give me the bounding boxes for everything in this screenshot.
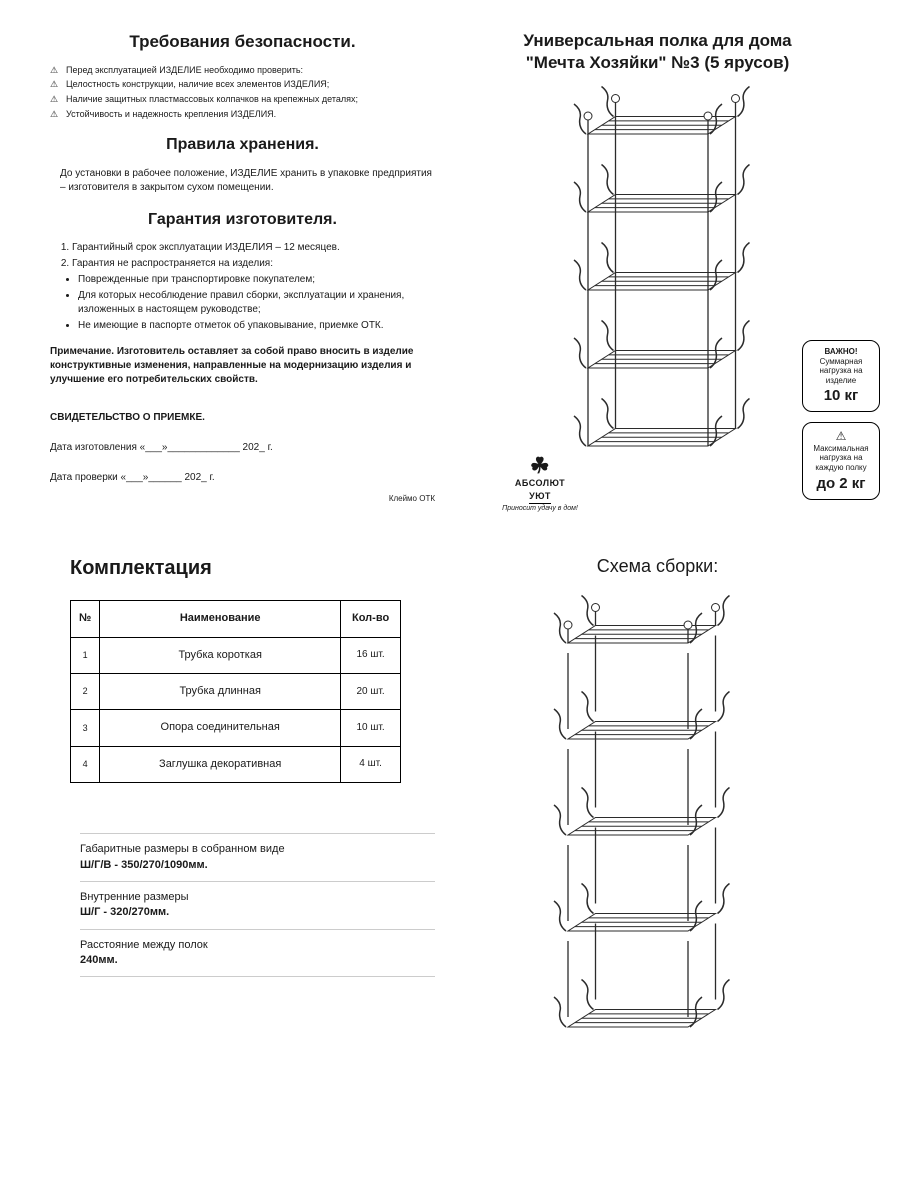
clover-icon: ☘ (485, 455, 595, 477)
table-row: 1Трубка короткая16 шт. (71, 637, 401, 673)
shelf-exploded-diagram (528, 593, 788, 1073)
callout-per: ⚠ Максимальная нагрузка на каждую полку … (802, 422, 880, 499)
table-row: 2Трубка длинная20 шт. (71, 673, 401, 709)
load-callouts: ВАЖНО! Суммарная нагрузка на изделие 10 … (802, 340, 880, 500)
warranty-item: Гарантия не распространяется на изделия: (72, 257, 435, 271)
table-row: 3Опора соединительная10 шт. (71, 710, 401, 746)
cell-name: Заглушка декоративная (100, 746, 341, 782)
warning-icon: ⚠ (811, 429, 871, 443)
warranty-title: Гарантия изготовителя. (50, 209, 435, 231)
brand-slogan: Приносит удачу в дом! (485, 504, 595, 514)
callout-per-text: Максимальная нагрузка на каждую полку (813, 444, 868, 472)
shelf-assembled-diagram (548, 84, 768, 504)
callout-total-value: 10 кг (811, 387, 871, 405)
table-row: 4Заглушка декоративная4 шт. (71, 746, 401, 782)
warranty-item: Гарантийный срок эксплуатации ИЗДЕЛИЯ – … (72, 241, 435, 255)
dim-inner-label: Внутренние размеры (80, 890, 435, 905)
warranty-subitem: Поврежденные при транспортировке покупат… (78, 273, 435, 287)
callout-total: ВАЖНО! Суммарная нагрузка на изделие 10 … (802, 340, 880, 412)
dim-gap-label: Расстояние между полок (80, 938, 435, 953)
parts-title: Комплектация (70, 554, 435, 582)
warranty-subitem: Для которых несоблюдение правил сборки, … (78, 289, 435, 317)
cell-idx: 4 (71, 746, 100, 782)
warranty-sublist: Поврежденные при транспортировке покупат… (50, 273, 435, 333)
brand-block: ☘ АБСОЛЮТ УЮТ Приносит удачу в дом! (485, 455, 595, 514)
dim-overall-value: Ш/Г/В - 350/270/1090мм. (80, 859, 208, 871)
date-check: Дата проверки «___»______ 202_ г. (50, 471, 435, 485)
parts-th-qty: Кол-во (341, 601, 401, 637)
brand-name-2: УЮТ (529, 490, 551, 505)
safety-list: Перед эксплуатацией ИЗДЕЛИЕ необходимо п… (50, 64, 435, 120)
product-title-1: Универсальная полка для дома (465, 30, 850, 52)
warranty-list: Гарантийный срок эксплуатации ИЗДЕЛИЯ – … (50, 241, 435, 271)
safety-item: Устойчивость и надежность крепления ИЗДЕ… (50, 108, 435, 121)
cell-qty: 4 шт. (341, 746, 401, 782)
product-title-2: "Мечта Хозяйки" №3 (5 ярусов) (465, 52, 850, 74)
cell-name: Трубка короткая (100, 637, 341, 673)
storage-text: До установки в рабочее положение, ИЗДЕЛИ… (60, 167, 435, 195)
warranty-note: Примечание. Изготовитель оставляет за со… (50, 345, 435, 387)
parts-table: № Наименование Кол-во 1Трубка короткая16… (70, 600, 401, 783)
warranty-subitem: Не имеющие в паспорте отметок об упаковы… (78, 319, 435, 333)
acceptance-title: СВИДЕТЕЛЬСТВО О ПРИЕМКЕ. (50, 411, 435, 425)
dim-inner-value: Ш/Г - 320/270мм. (80, 906, 169, 918)
cell-qty: 20 шт. (341, 673, 401, 709)
safety-item: Наличие защитных пластмассовых колпачков… (50, 93, 435, 106)
cell-idx: 2 (71, 673, 100, 709)
assembly-title: Схема сборки: (465, 554, 850, 579)
cell-qty: 16 шт. (341, 637, 401, 673)
cell-idx: 3 (71, 710, 100, 746)
stamp-label: Клеймо ОТК (50, 493, 435, 504)
parts-th-idx: № (71, 601, 100, 637)
cell-name: Опора соединительная (100, 710, 341, 746)
cell-qty: 10 шт. (341, 710, 401, 746)
dimensions-block: Габаритные размеры в собранном виде Ш/Г/… (80, 833, 435, 977)
safety-item: Целостность конструкции, наличие всех эл… (50, 78, 435, 91)
safety-intro: Перед эксплуатацией ИЗДЕЛИЕ необходимо п… (50, 64, 435, 77)
callout-per-value: до 2 кг (811, 475, 871, 493)
cell-idx: 1 (71, 637, 100, 673)
callout-total-text: Суммарная нагрузка на изделие (819, 357, 862, 385)
callout-important: ВАЖНО! (824, 347, 857, 356)
dim-gap-value: 240мм. (80, 954, 118, 966)
storage-title: Правила хранения. (50, 134, 435, 156)
brand-name-1: АБСОЛЮТ (485, 477, 595, 490)
parts-th-name: Наименование (100, 601, 341, 637)
cell-name: Трубка длинная (100, 673, 341, 709)
safety-title: Требования безопасности. (50, 30, 435, 54)
dim-overall-label: Габаритные размеры в собранном виде (80, 842, 435, 857)
date-made: Дата изготовления «___»_____________ 202… (50, 441, 435, 455)
